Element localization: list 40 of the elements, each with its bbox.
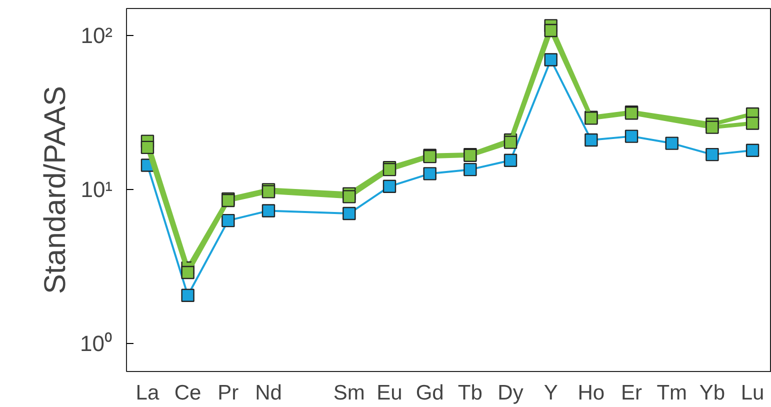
point bbox=[504, 136, 518, 149]
point bbox=[342, 206, 356, 220]
x-tick-label: Ce bbox=[174, 382, 202, 404]
x-tick-label: Tm bbox=[656, 382, 688, 404]
x-tick-label: Eu bbox=[376, 382, 402, 404]
y-axis-title: Standard/PAAS bbox=[39, 86, 72, 294]
point bbox=[706, 148, 719, 162]
point bbox=[624, 130, 638, 143]
x-tick-label: Dy bbox=[498, 382, 524, 404]
x-tick-label: Tb bbox=[458, 382, 482, 404]
point bbox=[181, 266, 194, 280]
point bbox=[181, 288, 194, 302]
point bbox=[504, 154, 518, 167]
point bbox=[382, 180, 396, 193]
x-tick-label: Gd bbox=[416, 382, 444, 404]
point bbox=[464, 162, 477, 176]
point bbox=[140, 140, 154, 154]
x-tick-label: Y bbox=[544, 382, 558, 404]
x-tick-label: Lu bbox=[740, 382, 764, 404]
point bbox=[746, 144, 760, 157]
x-tick-label: Sm bbox=[333, 382, 365, 404]
point bbox=[706, 120, 719, 134]
point bbox=[544, 24, 558, 38]
point bbox=[544, 53, 558, 66]
y-tick-label: 10¹ bbox=[80, 177, 112, 202]
point bbox=[262, 204, 276, 218]
x-tick-label: Yb bbox=[699, 382, 726, 404]
y-tick-label: 10² bbox=[80, 23, 112, 48]
x-tick-label: Ho bbox=[578, 382, 605, 404]
point bbox=[665, 136, 678, 150]
x-tick-label: Nd bbox=[255, 382, 282, 404]
x-tick-label: Er bbox=[621, 382, 642, 404]
x-tick-label: La bbox=[136, 382, 160, 404]
point bbox=[423, 167, 436, 180]
x-tick-label: Pr bbox=[218, 382, 239, 404]
point bbox=[342, 190, 356, 204]
point bbox=[584, 133, 598, 147]
y-tick-label: 10⁰ bbox=[80, 331, 113, 356]
point bbox=[222, 214, 235, 228]
point bbox=[746, 116, 760, 130]
